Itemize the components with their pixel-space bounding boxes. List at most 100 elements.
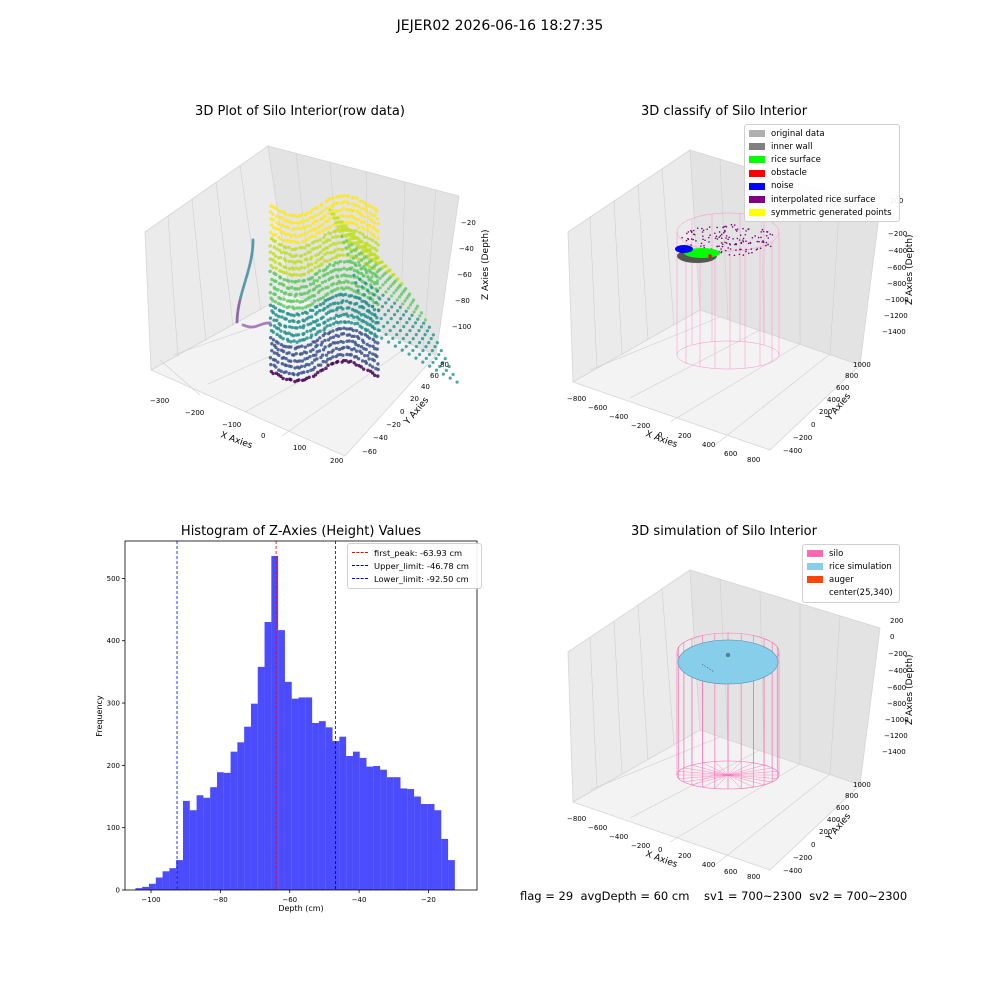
histogram-reference-lines [176, 541, 336, 890]
classify-ztick: −1400 [882, 328, 906, 336]
classify-ytick: 400 [827, 396, 840, 404]
histogram-bar [182, 800, 190, 890]
classify-ytick: 1000 [853, 361, 871, 369]
histogram-bar [407, 789, 415, 890]
legend-swatch [749, 182, 765, 190]
raw-xtick: 200 [330, 457, 343, 465]
histogram-y-tick-label: 500 [107, 575, 120, 583]
simulation-xtick: 0 [658, 846, 662, 854]
histogram-bar [244, 726, 251, 890]
simulation-xtick: −400 [609, 833, 628, 841]
histogram-y-tick-label: 0 [116, 887, 120, 895]
simulation-ztick: 0 [890, 633, 894, 641]
histogram-bar [223, 772, 231, 890]
raw-3d-plot[interactable]: −300 −200 −100 0 100 200 −60 −40 −20 0 2… [0, 125, 500, 470]
raw-z-axis-label: Z Axies (Depth) [481, 229, 491, 300]
raw-ytick: −40 [373, 434, 388, 442]
histogram-bar [257, 666, 265, 890]
histogram-y-tick-label: 100 [107, 824, 120, 832]
classify-xtick: 400 [702, 441, 715, 449]
classify-legend: original data inner wall rice surface obsta… [744, 124, 900, 223]
histogram-legend-entry: first_peak: -63.93 cm [352, 546, 477, 559]
histogram-x-ticks: −100 −80 −60 −40 −20 [141, 890, 436, 904]
classify-silo-wireframe [676, 212, 780, 370]
simulation-silo-wireframe [676, 632, 780, 790]
legend-swatch [807, 576, 823, 584]
histogram-bar [393, 777, 401, 890]
classify-z-axis-label: Z Axies (Depth) [905, 234, 915, 305]
histogram-bar [448, 860, 455, 890]
simulation-ytick: −400 [783, 867, 802, 875]
simulation-ytick: 1000 [853, 781, 871, 789]
raw-xtick: 100 [293, 444, 306, 452]
classify-xtick: −400 [609, 413, 628, 421]
simulation-ytick: 800 [845, 792, 858, 800]
simulation-xtick: 200 [678, 852, 691, 860]
classify-ztick: −1200 [884, 312, 908, 320]
histogram-bar [210, 787, 217, 890]
histogram-bar [373, 765, 381, 890]
simulation-xtick: −200 [631, 842, 650, 850]
raw-xtick: −300 [150, 397, 169, 405]
histogram-x-tick-label: −100 [141, 896, 160, 904]
histogram-bar [400, 788, 408, 890]
raw-ytick: −60 [362, 448, 377, 456]
classify-xtick: 200 [678, 432, 691, 440]
histogram-x-tick-label: −40 [352, 896, 367, 904]
raw-ytick: 20 [410, 395, 419, 403]
simulation-xtick: 800 [747, 873, 760, 880]
histogram-y-ticks: 0 100 200 300 400 500 [107, 575, 125, 895]
legend-entry: center(25,340) [807, 587, 895, 600]
histogram-bar [264, 622, 272, 890]
legend-line-swatch [352, 552, 368, 554]
raw-ztick: −20 [461, 219, 476, 227]
raw-ztick: −80 [455, 297, 470, 305]
histogram-chart: −100 −80 −60 −40 −20 0 100 200 300 400 500 Depth … [95, 540, 478, 913]
histogram-bar [346, 756, 353, 890]
legend-swatch [749, 209, 765, 217]
histogram-bar [420, 803, 428, 890]
histogram-y-tick-label: 200 [107, 762, 120, 770]
histogram-bar [380, 769, 387, 890]
classify-ytick: 0 [811, 421, 815, 429]
simulation-ytick: 400 [827, 816, 840, 824]
histogram-bar [339, 736, 347, 890]
simulation-ztick: −1400 [882, 748, 906, 756]
classify-xtick: 800 [747, 456, 760, 464]
simulation-ytick: 200 [819, 828, 832, 836]
classify-ztick: −400 [888, 247, 907, 255]
histogram-bar [216, 772, 224, 890]
legend-entry: rice surface [749, 153, 895, 166]
classify-xtick: −800 [567, 395, 586, 403]
simulation-ytick: 0 [811, 841, 815, 849]
classify-ytick: −400 [783, 447, 802, 455]
simulation-ztick: −1000 [885, 716, 909, 724]
histogram-bar [278, 630, 285, 890]
histogram-bar [284, 681, 292, 890]
status-footer: flag = 29 avgDepth = 60 cm sv1 = 700~230… [520, 889, 908, 903]
simulation-ztick: −1200 [884, 732, 908, 740]
classify-ytick: −200 [793, 434, 812, 442]
histogram-x-tick-label: −60 [282, 896, 297, 904]
simulation-legend: silo rice simulation auger center(25,340) [802, 544, 900, 603]
legend-line-swatch [352, 578, 368, 580]
legend-swatch [749, 156, 765, 164]
raw-ztick: −60 [457, 271, 472, 279]
legend-entry: symmetric generated points [749, 206, 895, 219]
legend-swatch [807, 590, 823, 597]
raw-ztick: −40 [459, 245, 474, 253]
classify-xtick: 0 [658, 431, 662, 439]
histogram-bar [176, 860, 183, 890]
classify-plot-title: 3D classify of Silo Interior [640, 104, 808, 119]
simulation-xtick: −600 [588, 824, 607, 832]
simulation-xtick: −800 [567, 815, 586, 823]
simulation-z-axis-label: Z Axies (Depth) [905, 654, 915, 725]
legend-line-swatch [352, 565, 368, 567]
classify-3d-plot[interactable]: −800 −600 −400 −200 0 200 400 600 800 −4… [500, 125, 1000, 470]
histogram-y-tick-label: 300 [107, 700, 120, 708]
histogram-bar [427, 803, 435, 890]
histogram-bar [352, 751, 360, 890]
histogram-bar [142, 886, 149, 890]
histogram-bar [325, 727, 333, 890]
simulation-3d-plot[interactable]: −800 −600 −400 −200 0 200 400 600 800 −4… [500, 545, 1000, 880]
